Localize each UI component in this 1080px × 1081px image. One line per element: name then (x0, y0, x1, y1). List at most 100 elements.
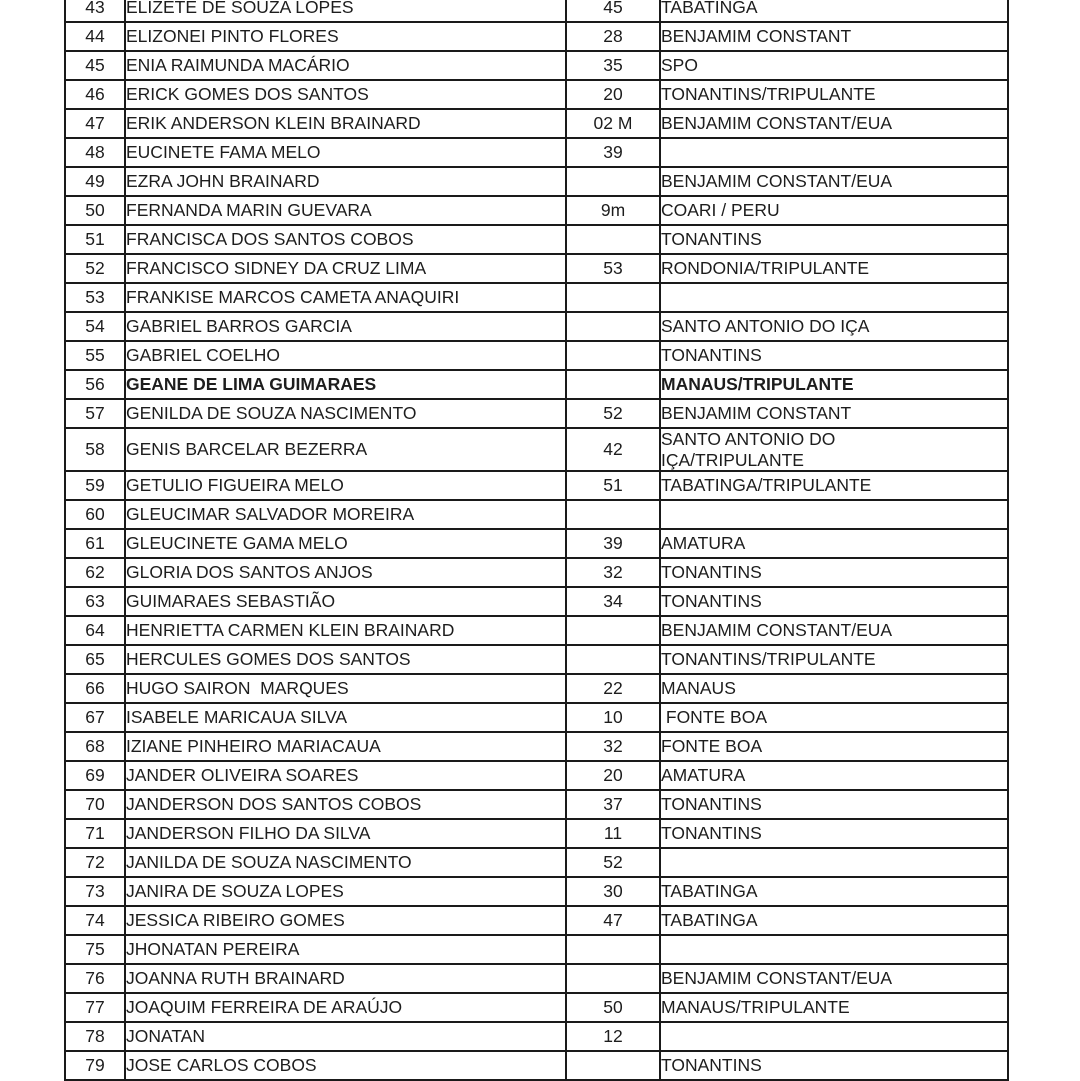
age-cell: 34 (565, 586, 661, 617)
person-name-cell: GETULIO FIGUEIRA MELO (124, 470, 567, 501)
table-row: 49 EZRA JOHN BRAINARD BENJAMIM CONSTANT/EU… (64, 166, 1009, 197)
table-row: 44 ELIZONEI PINTO FLORES 28 BENJAMIM CONSTA… (64, 21, 1009, 52)
age-cell: 12 (565, 1021, 661, 1052)
age-cell: 39 (565, 528, 661, 559)
age-cell (565, 499, 661, 530)
city-cell: BENJAMIM CONSTANT/EUA (659, 963, 1009, 994)
passenger-table-body: 43 ELIZETE DE SOUZA LOPES 45 TABATINGA 44 ELI… (64, 0, 1009, 1081)
person-name-cell: HERCULES GOMES DOS SANTOS (124, 644, 567, 675)
person-name-cell: JOSE CARLOS COBOS (124, 1050, 567, 1081)
person-name-cell: GENIS BARCELAR BEZERRA (124, 427, 567, 472)
person-name-cell: JHONATAN PEREIRA (124, 934, 567, 965)
city-cell: FONTE BOA (659, 702, 1009, 733)
city-cell: BENJAMIM CONSTANT/EUA (659, 108, 1009, 139)
city-cell (659, 934, 1009, 965)
age-cell (565, 166, 661, 197)
table-row: 55 GABRIEL COELHO TONANTINS (64, 340, 1009, 371)
person-name-cell: FRANCISCA DOS SANTOS COBOS (124, 224, 567, 255)
city-cell: TONANTINS (659, 818, 1009, 849)
row-number-cell: 44 (64, 21, 126, 52)
age-cell (565, 282, 661, 313)
city-cell: TONANTINS (659, 557, 1009, 588)
person-name-cell: GLEUCINETE GAMA MELO (124, 528, 567, 559)
table-row: 52 FRANCISCO SIDNEY DA CRUZ LIMA 53 RONDONI… (64, 253, 1009, 284)
age-cell: 42 (565, 427, 661, 472)
person-name-cell: JANIRA DE SOUZA LOPES (124, 876, 567, 907)
city-cell: TABATINGA (659, 905, 1009, 936)
city-cell: TONANTINS/TRIPULANTE (659, 79, 1009, 110)
age-cell: 30 (565, 876, 661, 907)
person-name-cell: GABRIEL COELHO (124, 340, 567, 371)
age-cell (565, 934, 661, 965)
age-cell: 45 (565, 0, 661, 23)
table-row: 64 HENRIETTA CARMEN KLEIN BRAINARD BENJAMI… (64, 615, 1009, 646)
person-name-cell: GEANE DE LIMA GUIMARAES (124, 369, 567, 400)
city-cell: SPO (659, 50, 1009, 81)
passenger-table: 43 ELIZETE DE SOUZA LOPES 45 TABATINGA 44 ELI… (64, 0, 1009, 1081)
table-row: 57 GENILDA DE SOUZA NASCIMENTO 52 BENJAMIM … (64, 398, 1009, 429)
city-cell: TONANTINS (659, 340, 1009, 371)
age-cell: 02 M (565, 108, 661, 139)
row-number-cell: 65 (64, 644, 126, 675)
city-cell: BENJAMIM CONSTANT/EUA (659, 166, 1009, 197)
table-row: 45 ENIA RAIMUNDA MACÁRIO 35 SPO (64, 50, 1009, 81)
age-cell (565, 340, 661, 371)
city-cell (659, 282, 1009, 313)
age-cell (565, 224, 661, 255)
person-name-cell: JANDER OLIVEIRA SOARES (124, 760, 567, 791)
city-cell: TONANTINS (659, 224, 1009, 255)
row-number-cell: 67 (64, 702, 126, 733)
person-name-cell: GLORIA DOS SANTOS ANJOS (124, 557, 567, 588)
city-cell: BENJAMIM CONSTANT (659, 21, 1009, 52)
table-row: 51 FRANCISCA DOS SANTOS COBOS TONANTINS (64, 224, 1009, 255)
row-number-cell: 43 (64, 0, 126, 23)
row-number-cell: 76 (64, 963, 126, 994)
table-row: 65 HERCULES GOMES DOS SANTOS TONANTINS/TRI… (64, 644, 1009, 675)
person-name-cell: GLEUCIMAR SALVADOR MOREIRA (124, 499, 567, 530)
age-cell: 11 (565, 818, 661, 849)
row-number-cell: 51 (64, 224, 126, 255)
age-cell (565, 963, 661, 994)
table-row: 68 IZIANE PINHEIRO MARIACAUA 32 FONTE BOA (64, 731, 1009, 762)
row-number-cell: 75 (64, 934, 126, 965)
age-cell (565, 369, 661, 400)
city-cell: RONDONIA/TRIPULANTE (659, 253, 1009, 284)
row-number-cell: 53 (64, 282, 126, 313)
age-cell: 52 (565, 847, 661, 878)
city-cell: FONTE BOA (659, 731, 1009, 762)
person-name-cell: ELIZETE DE SOUZA LOPES (124, 0, 567, 23)
city-cell: TONANTINS (659, 789, 1009, 820)
row-number-cell: 57 (64, 398, 126, 429)
age-cell: 20 (565, 79, 661, 110)
city-cell: COARI / PERU (659, 195, 1009, 226)
age-cell: 47 (565, 905, 661, 936)
table-row: 66 HUGO SAIRON MARQUES 22 MANAUS (64, 673, 1009, 704)
city-cell: MANAUS/TRIPULANTE (659, 992, 1009, 1023)
table-row: 46 ERICK GOMES DOS SANTOS 20 TONANTINS/TRIP… (64, 79, 1009, 110)
table-row: 69 JANDER OLIVEIRA SOARES 20 AMATURA (64, 760, 1009, 791)
city-cell: TONANTINS (659, 1050, 1009, 1081)
table-row: 54 GABRIEL BARROS GARCIA SANTO ANTONIO DO … (64, 311, 1009, 342)
city-cell: TABATINGA (659, 0, 1009, 23)
row-number-cell: 71 (64, 818, 126, 849)
row-number-cell: 59 (64, 470, 126, 501)
row-number-cell: 58 (64, 427, 126, 472)
age-cell: 22 (565, 673, 661, 704)
city-cell: TABATINGA (659, 876, 1009, 907)
table-row: 61 GLEUCINETE GAMA MELO 39 AMATURA (64, 528, 1009, 559)
city-cell: SANTO ANTONIO DO IÇA (659, 311, 1009, 342)
city-cell: TONANTINS/TRIPULANTE (659, 644, 1009, 675)
row-number-cell: 54 (64, 311, 126, 342)
age-cell: 52 (565, 398, 661, 429)
person-name-cell: JOAQUIM FERREIRA DE ARAÚJO (124, 992, 567, 1023)
row-number-cell: 79 (64, 1050, 126, 1081)
row-number-cell: 55 (64, 340, 126, 371)
table-row: 62 GLORIA DOS SANTOS ANJOS 32 TONANTINS (64, 557, 1009, 588)
row-number-cell: 68 (64, 731, 126, 762)
person-name-cell: JANDERSON DOS SANTOS COBOS (124, 789, 567, 820)
row-number-cell: 49 (64, 166, 126, 197)
city-cell: TONANTINS (659, 586, 1009, 617)
row-number-cell: 74 (64, 905, 126, 936)
person-name-cell: IZIANE PINHEIRO MARIACAUA (124, 731, 567, 762)
